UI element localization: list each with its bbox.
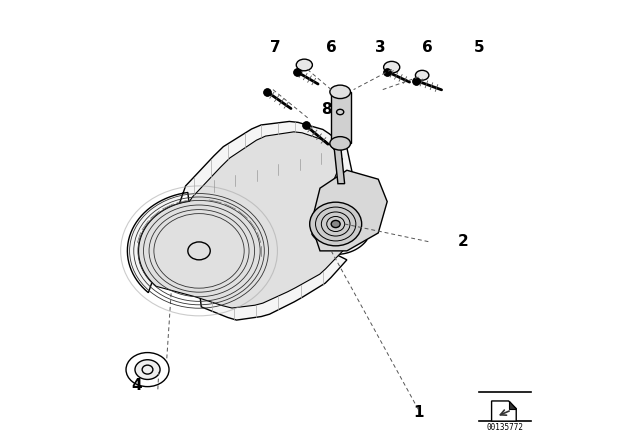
Ellipse shape	[327, 216, 344, 232]
Text: 8: 8	[321, 102, 332, 117]
Polygon shape	[492, 401, 516, 421]
Ellipse shape	[310, 202, 362, 246]
Ellipse shape	[383, 61, 400, 73]
Text: 2: 2	[458, 234, 468, 250]
Ellipse shape	[296, 59, 312, 71]
Text: 3: 3	[375, 39, 386, 55]
Text: 5: 5	[474, 39, 484, 55]
Ellipse shape	[321, 212, 350, 236]
Polygon shape	[127, 121, 367, 320]
Polygon shape	[509, 401, 516, 409]
Ellipse shape	[330, 85, 351, 99]
Ellipse shape	[332, 220, 340, 228]
Polygon shape	[333, 141, 345, 184]
Ellipse shape	[415, 70, 429, 80]
Ellipse shape	[330, 137, 351, 150]
Text: 00135772: 00135772	[486, 423, 524, 432]
Text: 6: 6	[422, 39, 433, 55]
Ellipse shape	[126, 353, 169, 387]
Text: 4: 4	[131, 378, 141, 393]
Text: 7: 7	[270, 39, 280, 55]
Text: 1: 1	[413, 405, 424, 420]
Polygon shape	[332, 92, 351, 143]
Ellipse shape	[316, 207, 356, 241]
Text: 6: 6	[326, 39, 337, 55]
Ellipse shape	[135, 360, 160, 379]
Polygon shape	[311, 170, 387, 251]
Polygon shape	[139, 132, 358, 308]
